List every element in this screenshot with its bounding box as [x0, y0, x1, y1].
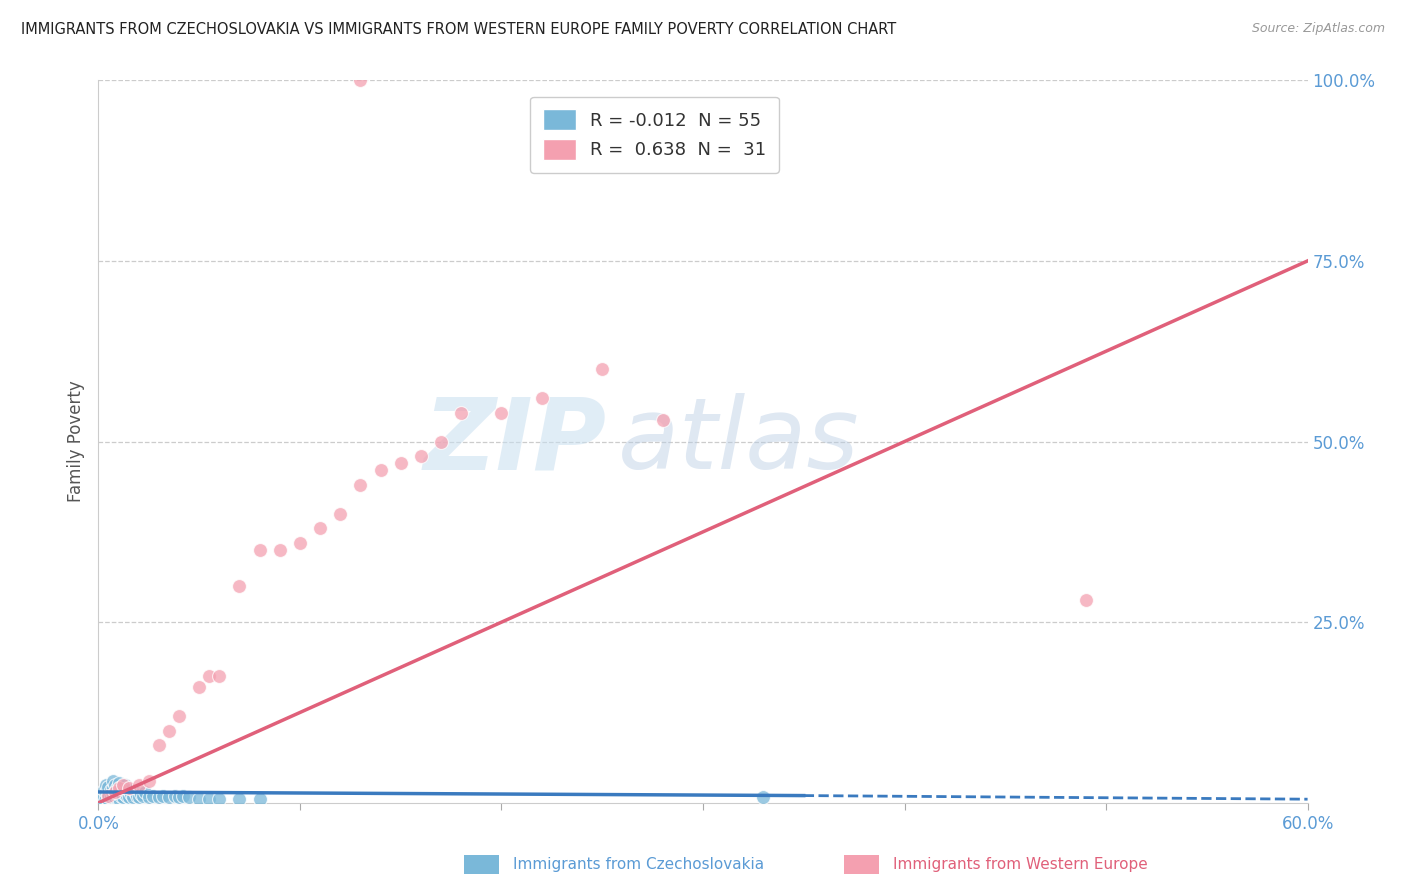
Point	[105, 789, 128, 803]
Point	[121, 790, 143, 805]
Point	[91, 792, 114, 806]
Point	[167, 709, 190, 723]
Point	[208, 669, 231, 683]
Point	[142, 789, 165, 803]
Point	[167, 790, 190, 805]
Point	[491, 406, 513, 420]
Point	[349, 73, 371, 87]
Point	[228, 579, 250, 593]
Point	[101, 774, 124, 789]
Point	[103, 785, 125, 799]
Point	[101, 781, 124, 796]
Point	[157, 790, 180, 805]
Point	[103, 785, 125, 799]
Text: ZIP: ZIP	[423, 393, 606, 490]
Text: Source: ZipAtlas.com: Source: ZipAtlas.com	[1251, 22, 1385, 36]
Point	[152, 789, 174, 803]
Point	[530, 391, 553, 405]
Point	[118, 790, 141, 805]
Point	[198, 792, 221, 806]
Point	[128, 790, 150, 805]
Point	[97, 789, 120, 803]
Point	[100, 790, 122, 805]
Point	[97, 787, 120, 801]
Point	[651, 413, 673, 427]
Point	[450, 406, 472, 420]
Legend: R = -0.012  N = 55, R =  0.638  N =  31: R = -0.012 N = 55, R = 0.638 N = 31	[530, 96, 779, 172]
Point	[97, 792, 120, 806]
Point	[188, 680, 211, 694]
Point	[124, 785, 146, 799]
Point	[107, 785, 129, 799]
Point	[179, 790, 201, 805]
Point	[1074, 593, 1097, 607]
Text: atlas: atlas	[619, 393, 860, 490]
Text: Immigrants from Czechoslovakia: Immigrants from Czechoslovakia	[513, 857, 765, 871]
Point	[138, 774, 160, 789]
Point	[148, 738, 170, 752]
Point	[172, 789, 194, 803]
Point	[96, 778, 118, 792]
Point	[96, 790, 118, 805]
Point	[134, 785, 156, 799]
Point	[132, 789, 155, 803]
Point	[103, 790, 125, 805]
Text: IMMIGRANTS FROM CZECHOSLOVAKIA VS IMMIGRANTS FROM WESTERN EUROPE FAMILY POVERTY : IMMIGRANTS FROM CZECHOSLOVAKIA VS IMMIGR…	[21, 22, 897, 37]
Point	[148, 790, 170, 805]
Point	[409, 449, 432, 463]
Point	[93, 789, 115, 803]
Point	[107, 781, 129, 796]
Point	[128, 778, 150, 792]
Point	[97, 780, 120, 794]
Point	[110, 780, 132, 794]
Point	[115, 789, 138, 803]
Text: Immigrants from Western Europe: Immigrants from Western Europe	[893, 857, 1147, 871]
Point	[163, 789, 186, 803]
Point	[107, 775, 129, 789]
Point	[118, 782, 141, 797]
Point	[249, 542, 271, 557]
Point	[111, 790, 134, 805]
Point	[752, 790, 775, 805]
Point	[96, 785, 118, 799]
Point	[430, 434, 453, 449]
Point	[111, 778, 134, 792]
Point	[129, 787, 152, 801]
Point	[329, 507, 352, 521]
Point	[105, 781, 128, 796]
Point	[103, 778, 125, 792]
Point	[110, 789, 132, 803]
Point	[349, 478, 371, 492]
Point	[591, 362, 613, 376]
Y-axis label: Family Poverty: Family Poverty	[66, 381, 84, 502]
Point	[114, 778, 136, 792]
Point	[288, 535, 311, 549]
Point	[118, 781, 141, 796]
Point	[309, 521, 332, 535]
Point	[125, 789, 148, 803]
Point	[93, 782, 115, 797]
Point	[115, 781, 138, 796]
Point	[157, 723, 180, 738]
Point	[198, 669, 221, 683]
Point	[100, 782, 122, 797]
Point	[101, 789, 124, 803]
Point	[114, 787, 136, 801]
Point	[107, 792, 129, 806]
Point	[249, 792, 271, 806]
Point	[138, 790, 160, 805]
Point	[389, 456, 412, 470]
Point	[111, 782, 134, 797]
Point	[269, 542, 291, 557]
Point	[188, 792, 211, 806]
Point	[370, 463, 392, 477]
Point	[228, 792, 250, 806]
Point	[120, 787, 142, 801]
Point	[208, 792, 231, 806]
